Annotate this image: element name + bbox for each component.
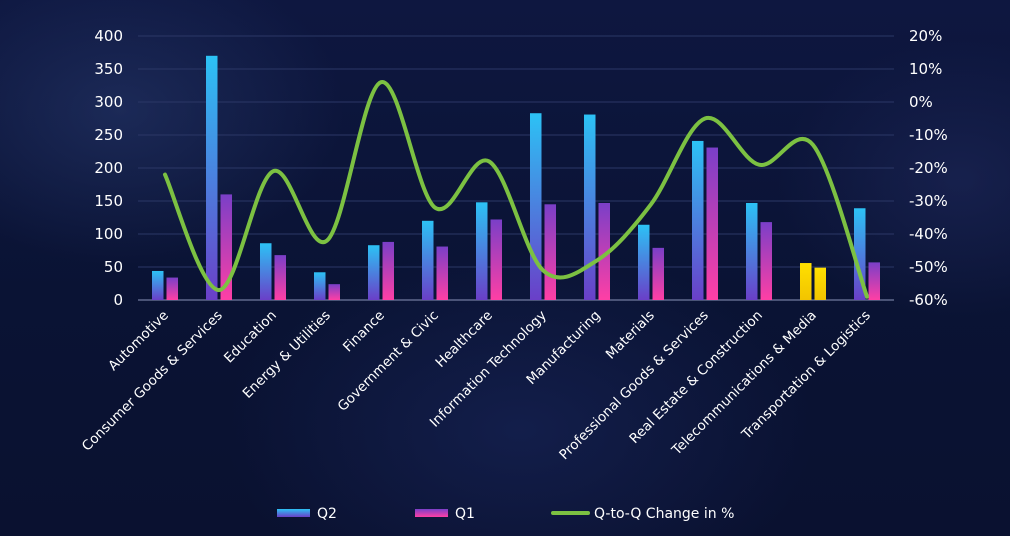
bar-q1 <box>490 219 502 300</box>
bar-q1 <box>706 147 718 300</box>
series-line-change <box>163 80 869 299</box>
left-tick-label: 350 <box>94 60 123 78</box>
change-line <box>163 80 869 299</box>
bar-q2 <box>746 202 758 300</box>
bar-q2 <box>422 220 434 300</box>
bar-q1 <box>598 202 610 300</box>
bar-q1 <box>652 247 664 300</box>
bar-q2 <box>584 114 596 300</box>
bar-q1 <box>760 222 772 300</box>
right-tick-label: 10% <box>909 60 942 78</box>
category-label: Finance <box>340 308 388 356</box>
left-tick-label: 200 <box>94 159 123 177</box>
category-label: Government & Civic <box>335 308 442 415</box>
bar-q2 <box>314 272 326 300</box>
bar-q1 <box>868 262 880 300</box>
bar-q2 <box>800 263 812 300</box>
legend: Q2 Q1 Q-to-Q Change in % <box>277 506 734 522</box>
left-tick-label: 150 <box>94 192 123 210</box>
bar-q2 <box>368 245 380 300</box>
bar-q1 <box>436 246 448 300</box>
bar-q1 <box>220 194 232 300</box>
left-tick-label: 100 <box>94 225 123 243</box>
left-tick-label: 400 <box>94 27 123 45</box>
left-tick-label: 50 <box>104 258 123 276</box>
legend-label-q2: Q2 <box>317 506 337 522</box>
bar-q1 <box>382 241 394 300</box>
bar-q2 <box>260 243 272 300</box>
right-axis-ticks: -60% -50% -40% -30% -20% -10% 0% 10% 20% <box>909 27 948 309</box>
right-tick-label: -50% <box>909 258 948 276</box>
right-tick-label: -40% <box>909 225 948 243</box>
bar-q1 <box>328 284 340 300</box>
right-tick-label: 20% <box>909 27 942 45</box>
bar-q1 <box>274 255 286 300</box>
bar-q2 <box>638 224 650 300</box>
right-tick-label: 0% <box>909 93 933 111</box>
right-tick-label: -30% <box>909 192 948 210</box>
bar-q2 <box>476 202 488 300</box>
gridlines <box>138 35 894 301</box>
right-tick-label: -10% <box>909 126 948 144</box>
left-tick-label: 300 <box>94 93 123 111</box>
bar-q2 <box>206 55 218 300</box>
bar-q1 <box>166 277 178 300</box>
category-label: Materials <box>603 308 658 363</box>
legend-label-q1: Q1 <box>455 506 475 522</box>
legend-swatch-q2 <box>277 509 310 517</box>
bar-q2 <box>854 208 866 300</box>
bar-q2 <box>692 140 704 300</box>
legend-swatch-q1 <box>415 509 448 517</box>
left-tick-label: 0 <box>113 291 123 309</box>
left-axis-ticks: 0 50 100 150 200 250 300 350 400 <box>94 27 123 309</box>
bar-q1 <box>544 204 556 300</box>
bar-q2 <box>152 270 164 300</box>
bar-q1 <box>814 267 826 300</box>
left-tick-label: 250 <box>94 126 123 144</box>
bar-q2 <box>530 113 542 300</box>
right-tick-label: -20% <box>909 159 948 177</box>
category-label: Education <box>221 308 280 367</box>
legend-label-change: Q-to-Q Change in % <box>594 506 734 522</box>
bars <box>152 55 880 300</box>
right-tick-label: -60% <box>909 291 948 309</box>
